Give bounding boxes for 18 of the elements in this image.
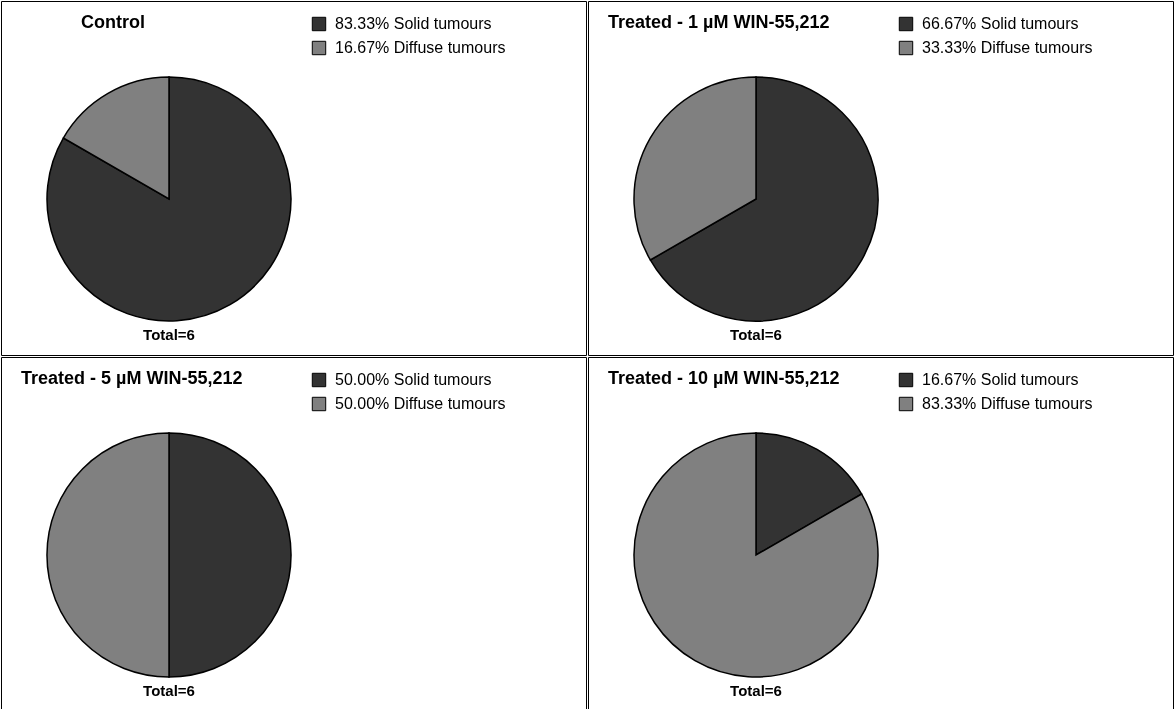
- chart-title: Treated - 5 µM WIN-55,212: [21, 368, 243, 388]
- pie-slice: [46, 76, 292, 322]
- chart-title: Control: [81, 12, 145, 32]
- legend-label: 16.67% Diffuse tumours: [335, 39, 506, 56]
- chart-title: Treated - 10 µM WIN-55,212: [608, 368, 840, 388]
- text: Total=6: [730, 682, 782, 699]
- chart-title: Treated - 1 µM WIN-55,212: [608, 12, 830, 32]
- text: Total=6: [730, 326, 782, 343]
- legend-label: 66.67% Solid tumours: [922, 15, 1079, 32]
- legend-label: 83.33% Diffuse tumours: [922, 395, 1093, 412]
- legend-label: 16.67% Solid tumours: [922, 371, 1079, 388]
- pie-slice: [633, 432, 879, 678]
- legend-label: 50.00% Solid tumours: [335, 371, 492, 388]
- legend-label: 50.00% Diffuse tumours: [335, 395, 506, 412]
- legend-label: 83.33% Solid tumours: [335, 15, 492, 32]
- text: Total=6: [143, 326, 195, 343]
- text: Total=6: [143, 682, 195, 699]
- legend-label: 33.33% Diffuse tumours: [922, 39, 1093, 56]
